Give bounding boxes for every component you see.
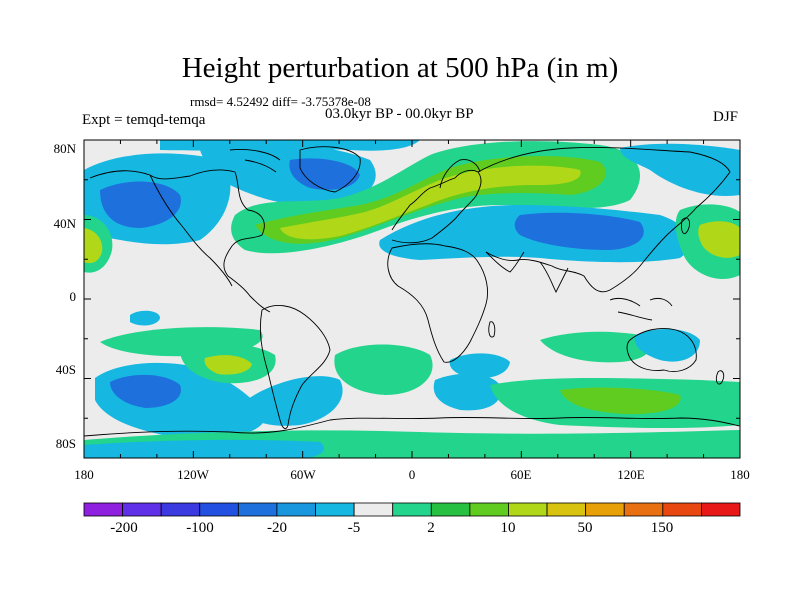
colorbar-swatch: [508, 502, 548, 517]
y-tick-label: 40S: [56, 362, 76, 377]
colorbar-swatch: [199, 502, 239, 517]
coast-southeast-asia-islands: [609, 297, 673, 321]
contour-fields: [84, 140, 740, 458]
colorbar-swatch: [83, 502, 123, 517]
season-label: DJF: [712, 109, 738, 125]
contour-s-ocean-positive-inner: [560, 387, 681, 415]
x-tick-label: 60W: [290, 467, 316, 482]
contour-greenland-negative-inner: [289, 158, 360, 190]
contour-s-pacific-negative-inner: [110, 374, 181, 408]
contour-australia-negative: [634, 328, 700, 362]
coast-canada-islands: [229, 149, 281, 173]
contour-atlantic-positive-inner: [280, 165, 581, 240]
x-tick-label: 120E: [617, 467, 645, 482]
contour-greenland-negative-outer: [200, 143, 376, 206]
coast-asia: [477, 147, 731, 293]
x-tick-label: 180: [730, 467, 750, 482]
colorbar-swatch: [237, 502, 278, 517]
coastlines: [84, 146, 740, 437]
time-period-label: 03.0kyr BP - 00.0kyr BP: [325, 106, 474, 122]
x-tick-label: 120W: [177, 467, 210, 482]
coast-new-zealand: [715, 370, 725, 385]
contour-s-indian-negative: [449, 353, 510, 379]
coast-south-america: [259, 304, 331, 430]
colorbar-label: -20: [267, 520, 287, 536]
y-tick-label: 80N: [54, 141, 77, 156]
coast-africa: [387, 243, 489, 363]
y-tick-label: 40N: [54, 216, 77, 231]
x-tick-label: 60E: [511, 467, 532, 482]
colorbar-swatch: [546, 502, 587, 517]
colorbar-swatch: [353, 502, 394, 517]
coast-scandinavia: [439, 159, 481, 189]
contour-s-pacific-positive-inner: [204, 355, 252, 375]
colorbar-swatch: [623, 502, 664, 517]
contour-w-pacific-positive-inner: [698, 221, 740, 258]
colorbar-swatch: [701, 502, 741, 517]
coast-north-america: [89, 169, 271, 313]
colorbar: [83, 502, 741, 517]
colorbar-swatch: [122, 502, 162, 517]
contour-indian-positive: [540, 331, 651, 363]
contour-arctic-negative: [160, 140, 420, 151]
contour-asia-negative-inner: [514, 212, 644, 250]
contour-s-ocean-negative-center: [433, 373, 501, 411]
colorbar-swatch: [585, 502, 625, 517]
coast-japan: [681, 217, 691, 234]
x-tick-labels: 180 120W 60W 0 60E 120E 180: [74, 467, 750, 482]
colorbar-swatch: [315, 502, 355, 517]
map-title: Height perturbation at 500 hPa (in m): [181, 52, 619, 84]
x-tick-label: 180: [74, 467, 94, 482]
tick-marks: [83, 139, 741, 459]
coast-greenland: [299, 146, 361, 193]
colorbar-swatch: [430, 502, 471, 517]
coast-arabia-india: [485, 251, 569, 294]
colorbar-label: 150: [651, 520, 674, 536]
colorbar-swatch: [469, 502, 509, 517]
y-tick-labels: 80N 40N 0 40S 80S: [54, 141, 77, 451]
colorbar-label: -200: [110, 520, 138, 536]
contour-n-pacific-negative-inner: [100, 181, 181, 228]
x-tick-label: 0: [409, 467, 416, 482]
contour-s-atlantic-positive: [334, 344, 433, 395]
colorbar-label: -100: [186, 520, 214, 536]
colorbar-label: 2: [427, 520, 435, 536]
colorbar-label: -5: [348, 520, 361, 536]
colorbar-label: 50: [578, 520, 593, 536]
y-tick-label: 80S: [56, 436, 76, 451]
colorbar-swatch: [160, 502, 201, 517]
rmsd-stats: rmsd= 4.52492 diff= -3.75378e-08: [190, 94, 371, 109]
y-tick-label: 0: [70, 289, 77, 304]
contour-siberia-negative: [620, 143, 740, 196]
colorbar-swatch: [662, 502, 702, 517]
coast-australia: [626, 328, 697, 372]
coast-madagascar: [488, 321, 496, 338]
coast-antarctica: [84, 416, 740, 437]
experiment-label: Expt = temqd-temqa: [82, 112, 206, 128]
contour-antarctic-negative: [84, 439, 324, 458]
contour-s-america-negative: [240, 376, 343, 426]
colorbar-swatch: [392, 502, 432, 517]
colorbar-label: 10: [501, 520, 516, 536]
colorbar-labels: -200 -100 -20 -5 2 10 50 150: [110, 520, 673, 536]
contour-dateline-positive-inner: [84, 228, 103, 264]
colorbar-swatch: [276, 502, 316, 517]
contour-e-pacific-negative: [130, 310, 160, 326]
